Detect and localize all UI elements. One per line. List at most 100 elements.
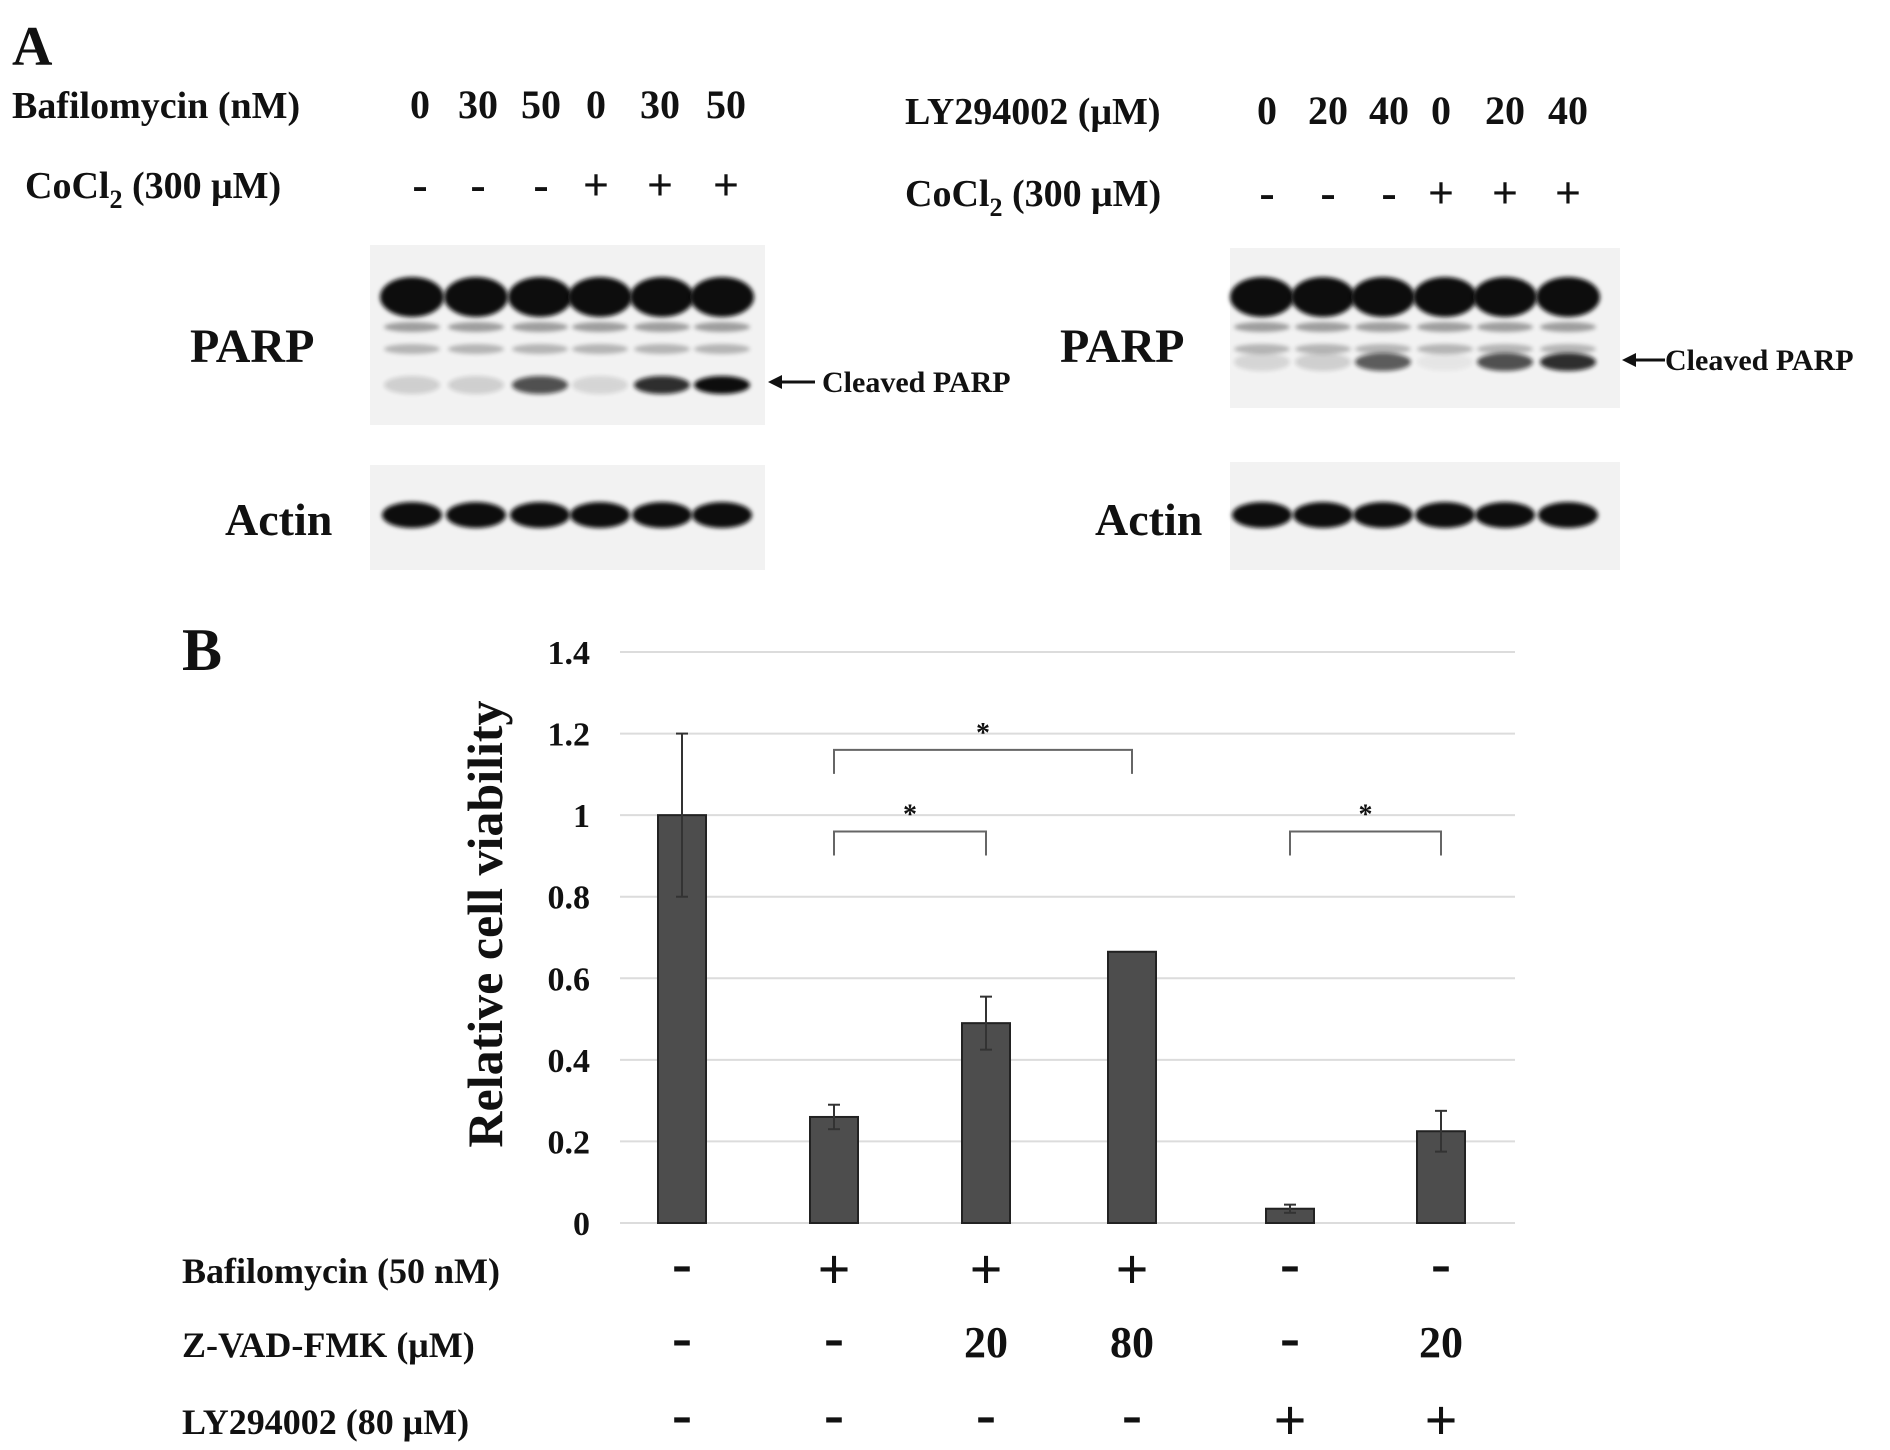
error-bars xyxy=(676,732,1447,1214)
treatment-value: - xyxy=(672,1381,692,1447)
treatment-value: 20 xyxy=(1419,1318,1463,1367)
actin-band xyxy=(446,502,506,528)
treatment-row-label: LY294002 (80 μM) xyxy=(182,1402,469,1442)
parp-band xyxy=(1351,277,1415,317)
left-treatment-values: 0 30 50 0 30 50 xyxy=(410,82,746,127)
right-cocl2-sign: - xyxy=(1381,167,1396,218)
right-treatment-value: 40 xyxy=(1369,88,1409,133)
treatment-value: + xyxy=(1273,1388,1306,1450)
treatment-value: 20 xyxy=(964,1318,1008,1367)
right-treatment-values: 0 20 40 0 20 40 xyxy=(1257,88,1588,133)
significance-bracket xyxy=(1289,830,1442,856)
treatment-value: - xyxy=(1280,1304,1300,1370)
y-tick-label: 1.2 xyxy=(548,717,591,754)
treatment-row-labels: Bafilomycin (50 nM) Z-VAD-FMK (μM) LY29400… xyxy=(182,1251,500,1442)
gridlines xyxy=(620,651,1515,1224)
right-actin-blot xyxy=(1230,462,1620,570)
significance-star: * xyxy=(903,799,917,830)
left-treatment-value: 0 xyxy=(586,82,606,127)
left-cleaved-arrow xyxy=(768,375,815,389)
bar xyxy=(809,1115,859,1225)
actin-band xyxy=(1415,502,1475,528)
right-cocl2-sign: - xyxy=(1320,167,1335,218)
right-treatment-value: 20 xyxy=(1485,88,1525,133)
y-tick-label: 0 xyxy=(573,1206,590,1243)
treatment-value: 80 xyxy=(1110,1318,1154,1367)
cleaved-parp-band xyxy=(572,376,628,394)
parp-faint-band xyxy=(1295,344,1351,354)
parp-faint-band xyxy=(1234,344,1290,354)
parp-faint-band xyxy=(572,344,628,354)
right-cocl2-sign: + xyxy=(1555,167,1581,218)
parp-faint-band xyxy=(448,344,504,354)
actin-band xyxy=(1232,502,1292,528)
parp-faint-band xyxy=(512,322,568,332)
parp-faint-band xyxy=(1417,322,1473,332)
parp-band xyxy=(380,277,444,317)
parp-faint-band xyxy=(634,344,690,354)
treatment-row-label: Bafilomycin (50 nM) xyxy=(182,1251,500,1291)
left-treatment-value: 30 xyxy=(640,82,680,127)
actin-band xyxy=(1293,502,1353,528)
actin-band xyxy=(1353,502,1413,528)
treatment-value: - xyxy=(824,1381,844,1447)
y-tick-label: 1.4 xyxy=(548,635,591,672)
treatment-value: + xyxy=(969,1237,1002,1302)
cleaved-parp-band xyxy=(512,376,568,394)
right-parp-blot xyxy=(1230,248,1620,408)
y-tick-label: 1 xyxy=(573,798,590,835)
parp-band xyxy=(1230,277,1294,317)
cleaved-parp-band xyxy=(384,376,440,394)
actin-band xyxy=(570,502,630,528)
significance-bracket xyxy=(833,830,987,856)
right-treatment-value: 0 xyxy=(1257,88,1277,133)
actin-band xyxy=(692,502,752,528)
parp-faint-band xyxy=(1417,344,1473,354)
cleaved-parp-band xyxy=(1355,353,1411,371)
left-cocl2-signs: - - - + + + xyxy=(412,159,739,210)
treatment-value: - xyxy=(1280,1230,1300,1296)
y-tick-label: 0.2 xyxy=(548,1124,591,1161)
bar xyxy=(961,1022,1011,1225)
left-parp-label: PARP xyxy=(190,320,314,373)
y-tick-label: 0.4 xyxy=(548,1043,591,1080)
right-cocl2-signs: - - - + + + xyxy=(1259,167,1581,218)
parp-band xyxy=(630,277,694,317)
actin-band xyxy=(382,502,442,528)
right-cocl2-sign: + xyxy=(1492,167,1518,218)
left-treatment-value: 30 xyxy=(458,82,498,127)
left-treatment-value: 50 xyxy=(706,82,746,127)
treatment-value: - xyxy=(976,1381,996,1447)
left-treatment-label: Bafilomycin (nM) xyxy=(12,85,300,127)
parp-band xyxy=(1473,277,1537,317)
treatment-value: + xyxy=(1115,1237,1148,1302)
actin-band xyxy=(1475,502,1535,528)
left-cocl2-sign: + xyxy=(713,159,739,210)
bars xyxy=(657,814,1466,1225)
cleaved-parp-band xyxy=(1295,353,1351,371)
treatment-value: - xyxy=(672,1304,692,1370)
parp-band xyxy=(568,277,632,317)
left-parp-blot xyxy=(370,245,765,425)
parp-band xyxy=(690,277,754,317)
parp-band xyxy=(444,277,508,317)
parp-faint-band xyxy=(572,322,628,332)
bar xyxy=(1107,950,1157,1225)
treatment-row-label: Z-VAD-FMK (μM) xyxy=(182,1325,475,1365)
parp-band xyxy=(508,277,572,317)
y-tick-label: 0.8 xyxy=(548,880,591,917)
parp-faint-band xyxy=(1355,322,1411,332)
cleaved-parp-band xyxy=(448,376,504,394)
treatment-value: - xyxy=(672,1230,692,1296)
right-treatment-value: 20 xyxy=(1308,88,1348,133)
parp-band xyxy=(1291,277,1355,317)
treatment-value: - xyxy=(1122,1381,1142,1447)
treatment-value: + xyxy=(817,1237,850,1302)
left-actin-blot xyxy=(370,465,765,570)
parp-faint-band xyxy=(448,322,504,332)
parp-faint-band xyxy=(1295,322,1351,332)
parp-faint-band xyxy=(384,344,440,354)
right-treatment-value: 40 xyxy=(1548,88,1588,133)
right-actin-label: Actin xyxy=(1095,494,1202,545)
parp-faint-band xyxy=(1477,322,1533,332)
